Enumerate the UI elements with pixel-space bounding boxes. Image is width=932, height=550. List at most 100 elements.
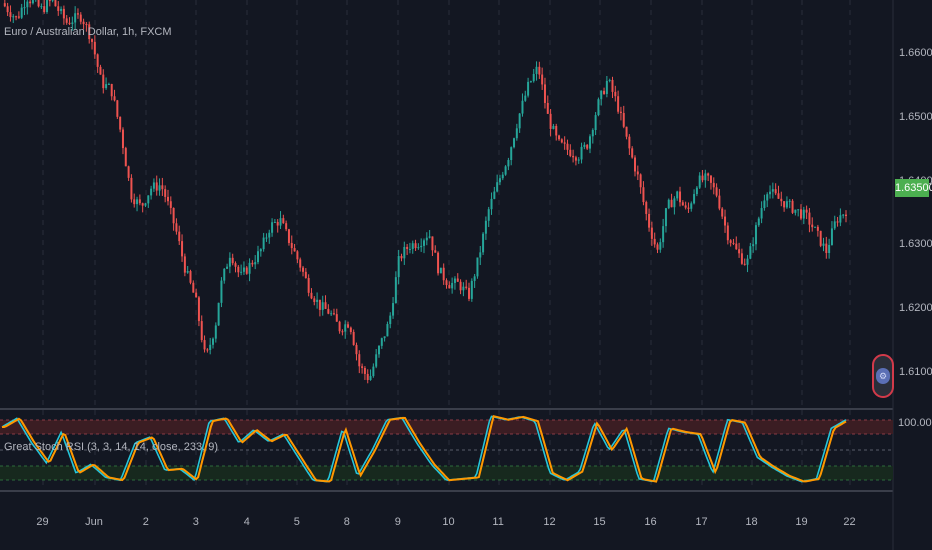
candle-body [527,81,530,96]
candle-body [172,207,175,224]
candle-body [62,8,65,19]
candle-body [136,199,139,205]
candle-body [341,331,344,333]
candle-body [231,257,234,264]
indicator-title[interactable]: Great Stoch RSI (3, 3, 14, 14, close, 23… [4,441,219,453]
candle-body [586,144,589,149]
candle-body [628,136,631,149]
candle-body [811,224,814,228]
candle-body [383,336,386,339]
candle-body [366,373,369,380]
candle-body [110,83,113,97]
candle-body [287,229,290,243]
candle-body [321,302,324,310]
candle-body [698,175,701,188]
candle-body [611,79,614,92]
candle-body [178,231,181,242]
candle-body [195,292,198,298]
candle-body [558,135,561,140]
candle-body [797,209,800,211]
candle-body [9,12,12,18]
candle-body [181,241,184,257]
candle-body [679,191,682,203]
candle-body [220,280,223,303]
candle-body [43,6,46,12]
candle-body [718,195,721,209]
candle-body [757,218,760,226]
candle-body [617,96,620,112]
candle-body [152,182,155,189]
candle-body [763,200,766,209]
candle-body [31,0,34,4]
symbol-title[interactable]: Euro / Australian Dollar, 1h, FXCM [4,26,172,38]
candle-body [417,247,420,249]
candle-body [783,201,786,208]
candle-body [785,201,788,208]
candle-body [377,345,380,355]
candle-body [439,267,442,274]
candle-body [212,338,214,345]
candle-body [693,194,696,204]
candle-body [709,175,712,183]
time-tick-label: 18 [745,516,758,528]
candle-body [226,266,229,269]
candle-body [60,8,63,11]
candle-body [254,262,257,265]
candle-body [839,215,842,223]
candle-body [158,185,161,191]
candle-body [468,287,471,299]
time-tick-label: 15 [593,516,606,528]
candle-body [79,14,82,22]
candle-body [389,315,392,325]
candle-body [257,251,260,263]
candle-body [566,143,569,150]
candle-body [560,139,563,143]
candle-body [76,13,79,15]
candle-body [144,203,147,206]
candle-body [740,253,743,264]
candle-body [684,205,687,208]
time-tick-label: 9 [394,516,401,528]
candle-body [234,263,237,267]
candle-body [434,250,437,253]
candle-body [721,208,724,217]
candle-body [732,242,735,244]
candle-body [88,24,91,40]
chart-settings-button[interactable]: ⚙ [872,354,894,398]
candle-body [577,159,580,161]
candle-body [572,155,575,158]
candle-body [510,147,513,161]
time-tick-label: 10 [442,516,455,528]
candle-body [515,128,518,139]
candle-body [46,0,49,12]
candle-body [400,256,403,259]
candle-body [299,259,302,268]
candle-body [819,230,822,246]
candle-body [743,263,746,265]
candle-body [411,243,414,249]
candle-body [203,340,206,350]
candle-body [543,84,546,103]
candle-body [690,203,693,209]
candle-body [316,299,319,302]
candle-body [20,7,23,18]
candle-body [754,225,757,245]
candle-body [546,102,549,114]
candle-body [65,18,68,23]
candle-body [814,226,817,228]
candle-body [802,209,805,219]
candle-body [166,196,169,202]
candle-body [344,324,347,332]
candle-body [169,201,172,208]
candle-body [293,248,296,252]
candle-body [603,90,606,94]
time-tick-label: 5 [293,516,300,528]
candle-body [347,324,350,328]
candle-body [102,74,105,89]
candle-body [425,237,428,241]
candle-body [574,157,577,161]
time-tick-label: Jun [85,516,103,528]
candle-body [358,354,361,367]
